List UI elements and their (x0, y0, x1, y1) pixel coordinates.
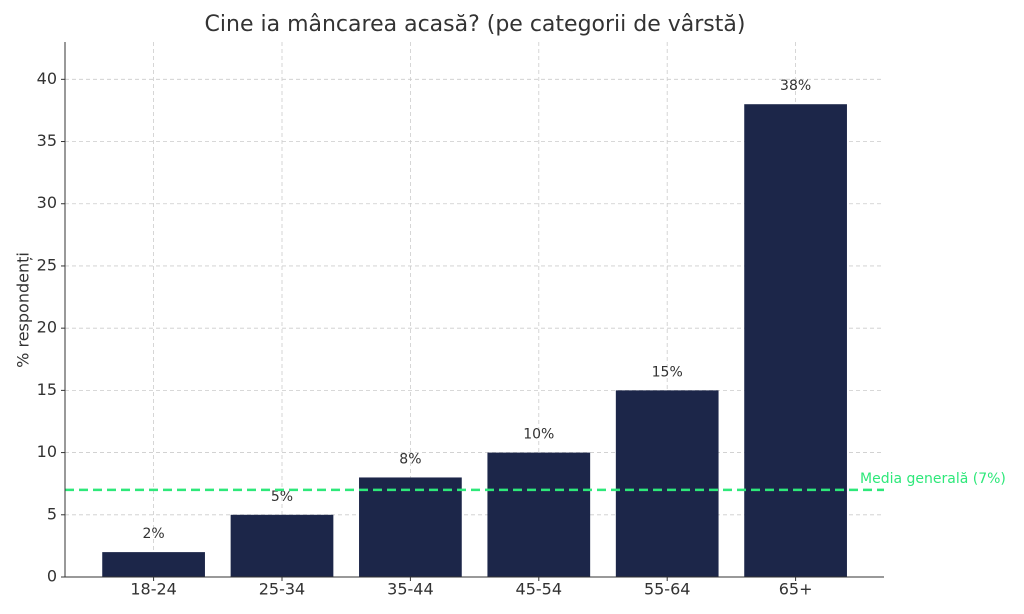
y-tick-label: 5 (47, 504, 57, 523)
y-tick-label: 20 (37, 318, 57, 337)
value-label: 15% (652, 364, 683, 380)
y-tick-label: 0 (47, 567, 57, 586)
y-tick-label: 15 (37, 380, 57, 399)
bar (615, 390, 719, 577)
x-tick-label: 65+ (779, 580, 813, 599)
value-label: 10% (523, 427, 554, 443)
x-tick-label: 35-44 (387, 580, 434, 599)
y-tick-label: 25 (37, 255, 57, 274)
x-tick-label: 45-54 (516, 580, 563, 599)
bar (359, 477, 462, 577)
value-label: 38% (780, 78, 811, 94)
y-tick-label: 35 (37, 131, 57, 150)
y-axis-label: % respondenți (14, 252, 33, 368)
value-label: 8% (399, 451, 421, 467)
y-tick-label: 10 (37, 442, 57, 461)
bar (102, 552, 205, 577)
value-label: 5% (271, 489, 293, 505)
x-tick-label: 18-24 (130, 580, 177, 599)
bar (487, 452, 591, 577)
reference-label: Media generală (7%) (860, 471, 1006, 487)
chart-title: Cine ia mâncarea acasă? (pe categorii de… (205, 12, 746, 37)
x-tick-label: 25-34 (259, 580, 306, 599)
y-tick-label: 30 (37, 193, 57, 212)
value-label: 2% (142, 526, 164, 542)
x-tick-label: 55-64 (644, 580, 691, 599)
bar (230, 514, 334, 577)
bar (744, 104, 847, 578)
y-tick-label: 40 (37, 69, 57, 88)
